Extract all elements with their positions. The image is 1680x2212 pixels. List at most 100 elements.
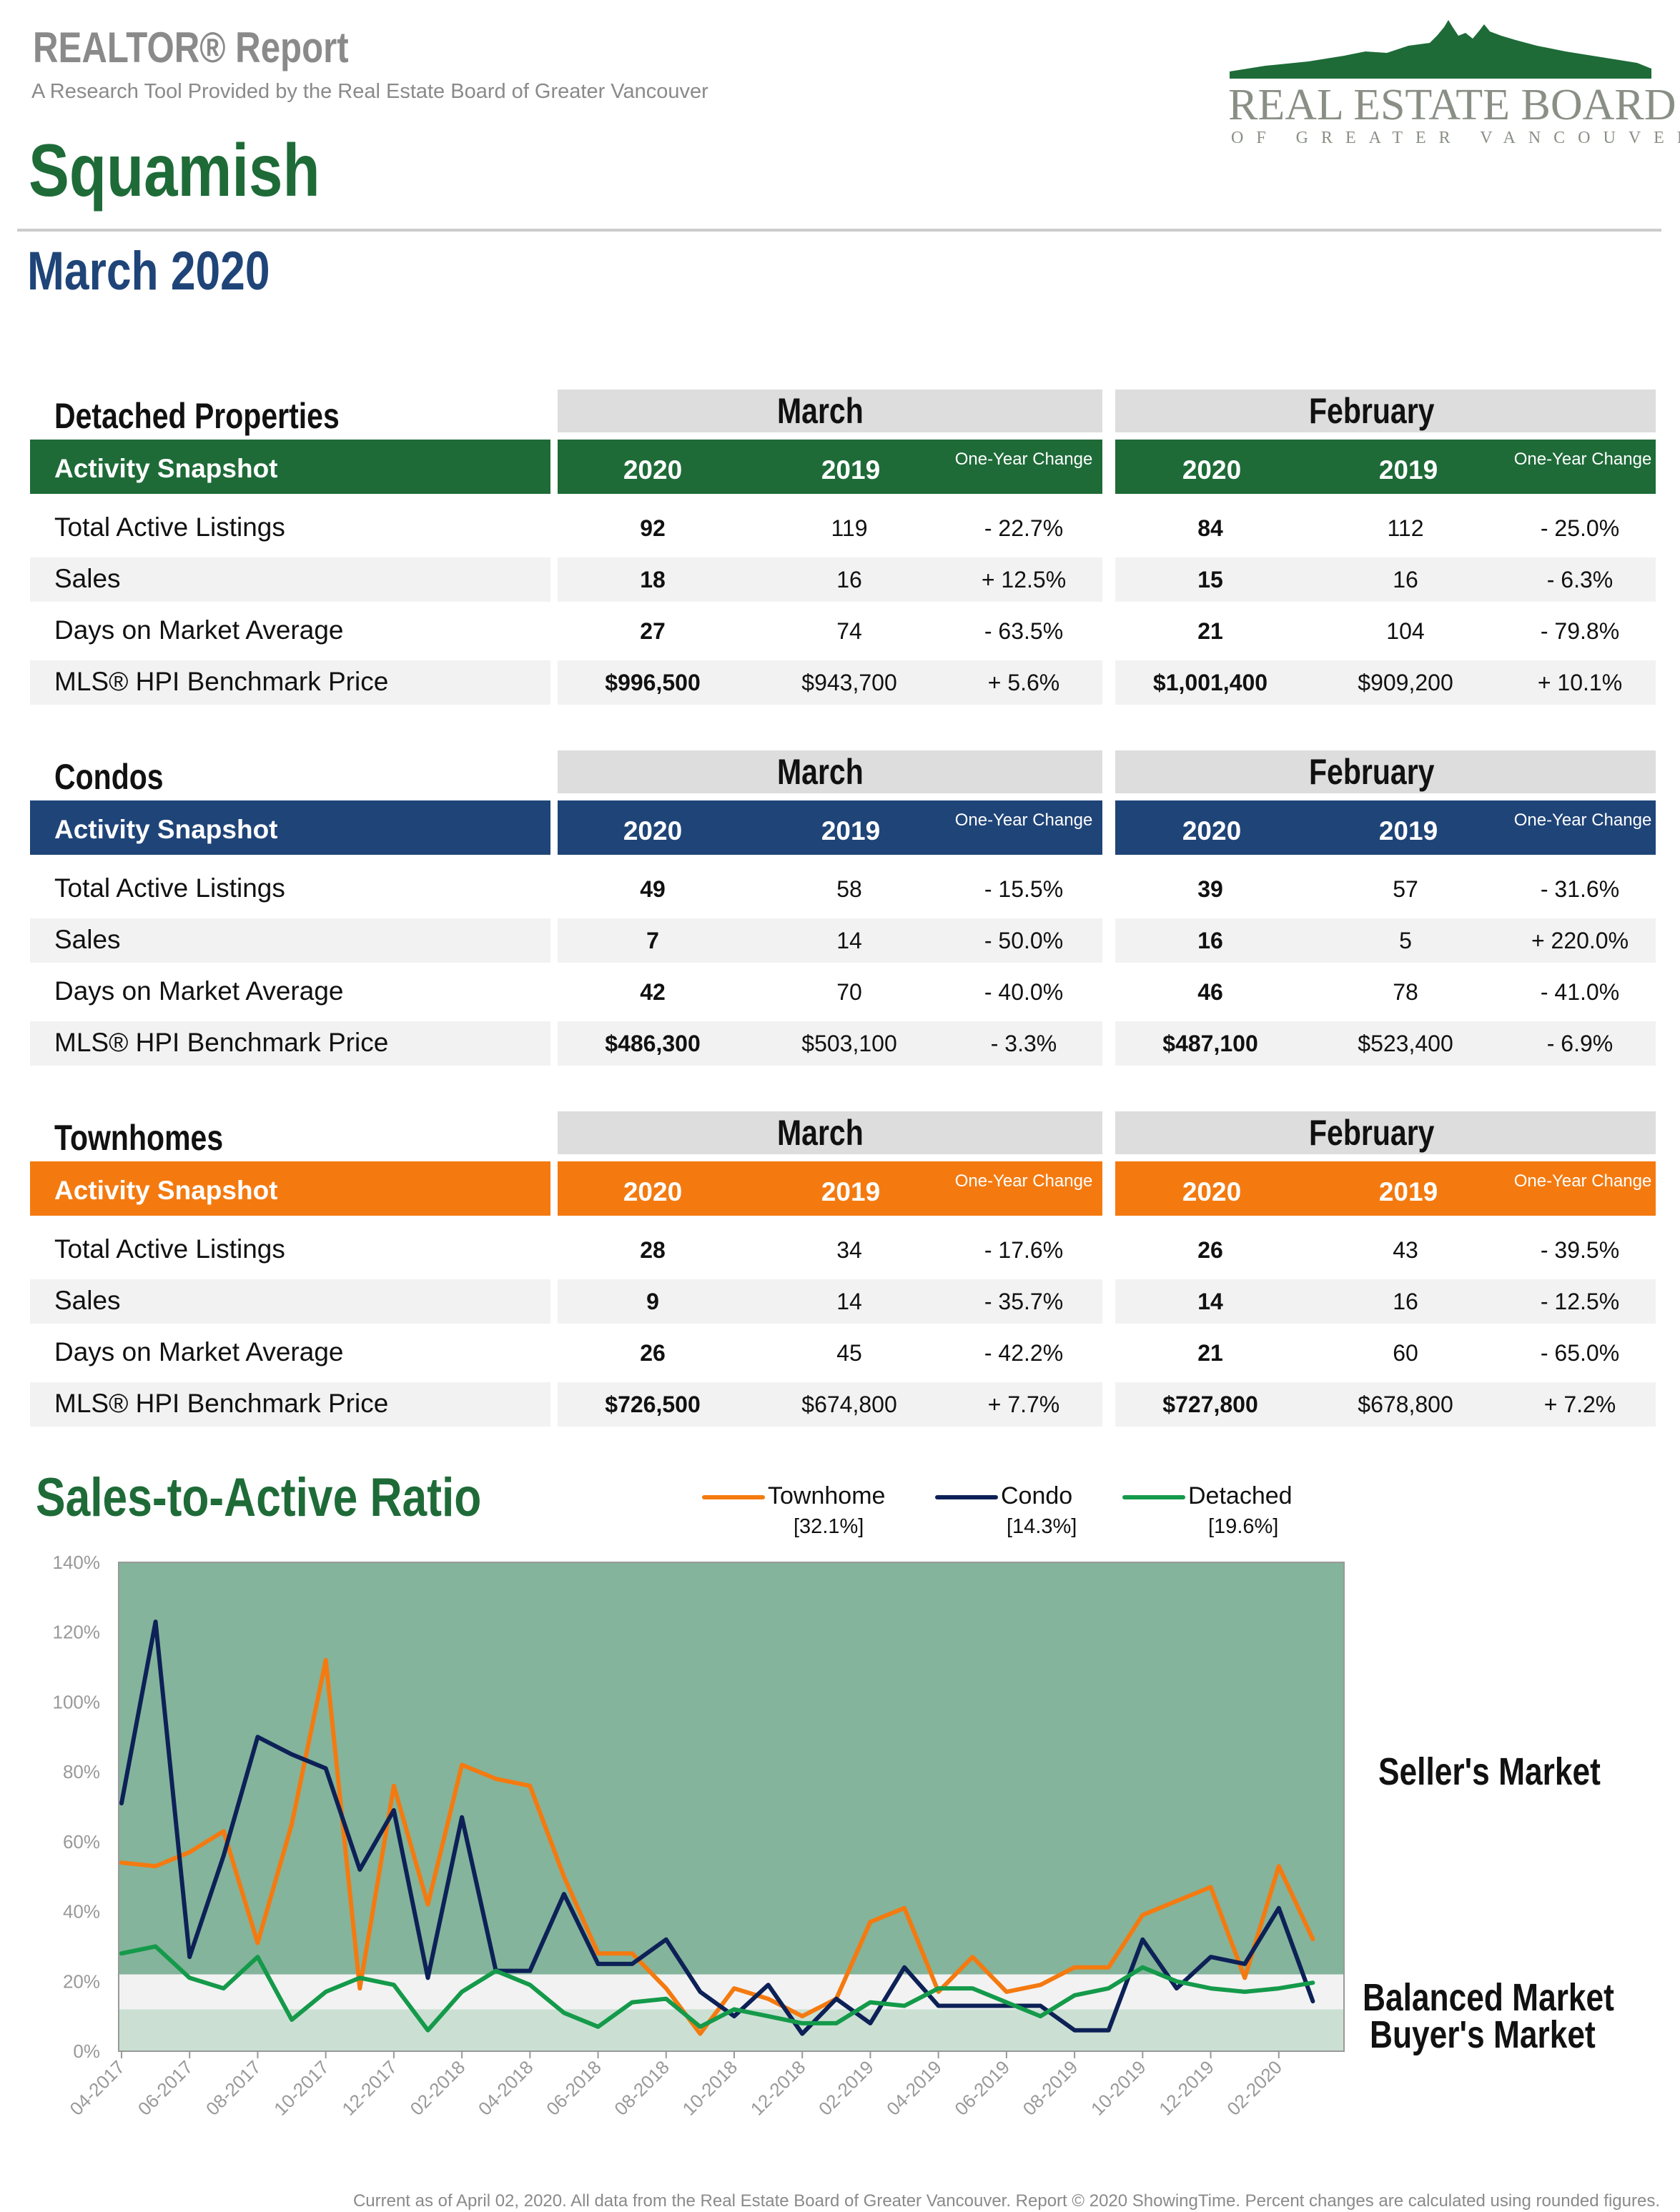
snapshot-header xyxy=(30,440,550,494)
ratio-chart-title: Sales-to-Active Ratio xyxy=(36,1467,482,1528)
period-bar-current: March xyxy=(558,750,1102,793)
cell-sales-mar-change: + 12.5% xyxy=(981,567,1067,592)
current-header xyxy=(558,800,1102,855)
cell-days-on-market-feb-change: - 79.8% xyxy=(1540,618,1620,644)
row-label-total-active-listings: Total Active Listings xyxy=(54,512,285,542)
cell-total-active-listings-mar-2020: 92 xyxy=(640,515,666,541)
cell-sales-feb-2020: 15 xyxy=(1197,567,1223,592)
cell-total-active-listings-feb-2019: 57 xyxy=(1393,876,1418,902)
x-tick-label: 04-2017 xyxy=(66,2056,129,2120)
current-header xyxy=(558,440,1102,494)
area-name: Squamish xyxy=(29,129,320,212)
cell-days-on-market-feb-2020: 21 xyxy=(1197,1340,1223,1366)
cell-total-active-listings-feb-2020: 26 xyxy=(1197,1237,1223,1263)
cell-sales-mar-2020: 7 xyxy=(646,928,659,953)
cell-total-active-listings-feb-2020: 84 xyxy=(1197,515,1223,541)
x-tick-label: 10-2018 xyxy=(678,2056,742,2120)
cell-total-active-listings-feb-change: - 39.5% xyxy=(1540,1237,1620,1263)
year-header: 2020 xyxy=(1182,455,1242,485)
section-detached: Detached Properties March February Activity… xyxy=(0,390,1680,711)
period-bar-previous: February xyxy=(1115,1111,1656,1154)
row-label-sales: Sales xyxy=(54,564,121,593)
legend-value-townhome: [32.1%] xyxy=(794,1515,864,1538)
cell-days-on-market-feb-2020: 21 xyxy=(1197,618,1223,644)
year-header: 2020 xyxy=(1182,816,1242,845)
x-tick-label: 10-2019 xyxy=(1087,2056,1150,2120)
year-header: 2020 xyxy=(623,1177,683,1206)
year-header: 2019 xyxy=(1378,1177,1438,1206)
cell-days-on-market-feb-2020: 46 xyxy=(1197,979,1223,1005)
cell-days-on-market-mar-change: - 40.0% xyxy=(984,979,1064,1005)
cell-sales-feb-2020: 14 xyxy=(1197,1289,1223,1314)
row-stripe xyxy=(30,660,550,705)
cell-benchmark-price-mar-2019: $674,800 xyxy=(801,1392,897,1417)
row-stripe xyxy=(30,1382,550,1427)
report-period: March 2020 xyxy=(27,241,270,302)
legend-swatch-condo xyxy=(935,1495,998,1499)
year-header: 2020 xyxy=(623,816,683,845)
x-tick-label: 08-2017 xyxy=(202,2056,265,2120)
cell-benchmark-price-feb-2019: $909,200 xyxy=(1358,670,1453,695)
previous-header xyxy=(1115,440,1656,494)
legend-swatch-detached xyxy=(1122,1495,1185,1499)
x-tick-label: 06-2019 xyxy=(950,2056,1014,2120)
cell-benchmark-price-mar-2020: $486,300 xyxy=(605,1031,701,1056)
cell-benchmark-price-feb-change: + 10.1% xyxy=(1537,670,1623,695)
row-label-total-active-listings: Total Active Listings xyxy=(54,1234,285,1264)
report-subtitle: A Research Tool Provided by the Real Est… xyxy=(31,80,708,103)
cell-benchmark-price-feb-2020: $1,001,400 xyxy=(1152,670,1268,695)
previous-header xyxy=(1115,1161,1656,1216)
cell-benchmark-price-mar-change: - 3.3% xyxy=(990,1031,1057,1056)
cell-sales-feb-change: - 6.3% xyxy=(1546,567,1614,592)
row-stripe xyxy=(30,557,550,602)
x-tick-label: 06-2018 xyxy=(542,2056,606,2120)
year-header: 2019 xyxy=(1378,816,1438,845)
row-label-benchmark-price: MLS® HPI Benchmark Price xyxy=(54,1389,389,1418)
legend-label-condo: Condo xyxy=(1001,1482,1073,1509)
current-header xyxy=(558,1161,1102,1216)
y-tick-label: 40% xyxy=(63,1901,100,1923)
cell-total-active-listings-feb-change: - 31.6% xyxy=(1540,876,1620,902)
y-tick-label: 100% xyxy=(53,1691,101,1712)
series-line-detached xyxy=(119,1944,1315,2033)
cell-days-on-market-feb-2019: 78 xyxy=(1393,979,1418,1005)
cell-benchmark-price-mar-2019: $503,100 xyxy=(801,1031,897,1056)
cell-days-on-market-feb-2019: 60 xyxy=(1393,1340,1418,1366)
cell-days-on-market-mar-change: - 63.5% xyxy=(984,618,1064,644)
year-header: 2020 xyxy=(1182,1177,1242,1206)
period-label-previous: February xyxy=(1309,752,1435,792)
y-tick-label: 80% xyxy=(63,1761,100,1782)
y-tick-label: 120% xyxy=(53,1622,101,1643)
cell-benchmark-price-feb-change: + 7.2% xyxy=(1543,1392,1616,1417)
snapshot-label: Activity Snapshot xyxy=(54,454,278,483)
cell-sales-mar-2020: 9 xyxy=(646,1289,659,1314)
row-stripe xyxy=(30,1021,550,1066)
report-title: REALTOR® Report xyxy=(33,24,349,71)
period-label-current: March xyxy=(777,391,864,431)
series-line-condo xyxy=(119,1620,1315,2036)
cell-sales-mar-change: - 50.0% xyxy=(984,928,1064,953)
cell-total-active-listings-feb-2019: 43 xyxy=(1393,1237,1418,1263)
row-stripe xyxy=(558,1279,1102,1324)
legend-value-condo: [14.3%] xyxy=(1007,1515,1077,1538)
row-stripe xyxy=(1115,1382,1656,1427)
period-label-current: March xyxy=(777,752,864,792)
row-stripe xyxy=(1115,1021,1656,1066)
cell-total-active-listings-mar-change: - 15.5% xyxy=(984,876,1064,902)
legend-label-detached: Detached xyxy=(1188,1482,1293,1509)
cell-sales-mar-2020: 18 xyxy=(640,567,666,592)
logo-subtitle: OF GREATER VANCOUVER xyxy=(1231,129,1680,147)
x-tick-label: 04-2018 xyxy=(474,2056,538,2120)
cell-sales-mar-2019: 14 xyxy=(836,1289,862,1314)
cell-days-on-market-mar-2020: 26 xyxy=(640,1340,666,1366)
year-header: 2019 xyxy=(1378,455,1438,485)
cell-benchmark-price-mar-change: + 7.7% xyxy=(987,1392,1060,1417)
section-condos: Condos March February Activity Snapshot 2020… xyxy=(0,750,1680,1072)
legend-label-townhome: Townhome xyxy=(768,1482,886,1509)
cell-total-active-listings-mar-2019: 58 xyxy=(836,876,862,902)
cell-sales-mar-change: - 35.7% xyxy=(984,1289,1064,1314)
row-label-days-on-market: Days on Market Average xyxy=(54,615,344,645)
plot-frame xyxy=(118,1562,1345,2052)
year-header: 2019 xyxy=(821,1177,881,1206)
cell-benchmark-price-mar-2020: $726,500 xyxy=(605,1392,701,1417)
